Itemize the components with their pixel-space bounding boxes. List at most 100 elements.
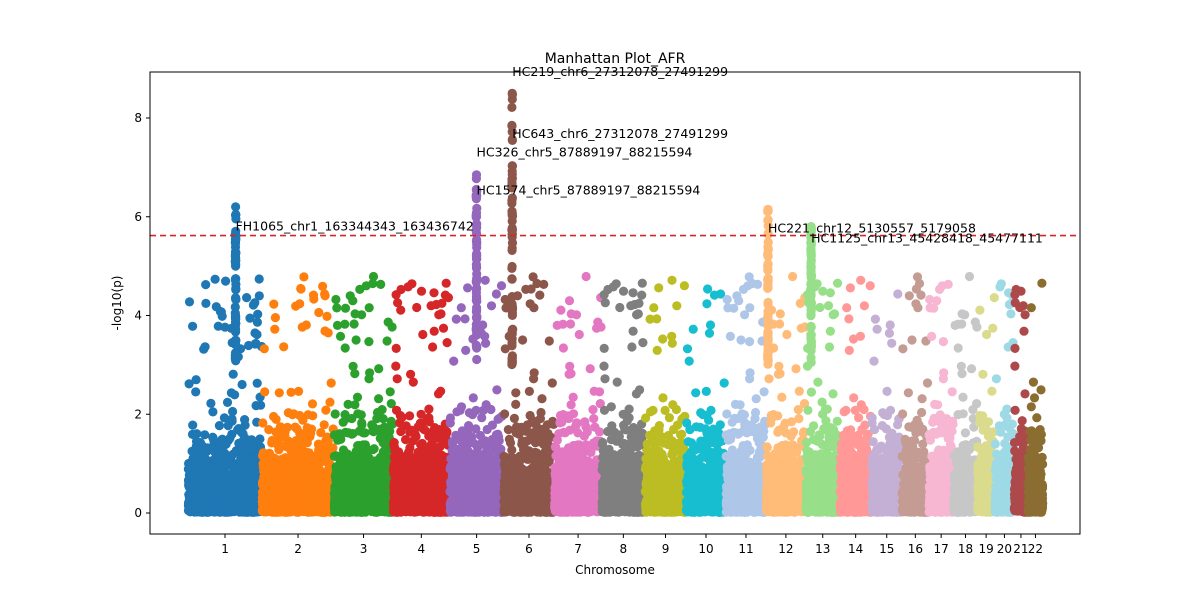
data-point bbox=[252, 437, 262, 447]
data-point bbox=[343, 453, 353, 464]
data-point bbox=[294, 386, 304, 396]
data-point bbox=[323, 328, 333, 338]
data-point bbox=[391, 361, 401, 371]
data-point bbox=[332, 320, 343, 330]
data-point bbox=[196, 455, 206, 465]
data-point bbox=[217, 489, 227, 499]
data-point bbox=[371, 505, 381, 515]
data-point bbox=[231, 284, 241, 294]
data-point bbox=[416, 286, 427, 296]
data-point bbox=[378, 414, 388, 424]
data-point bbox=[357, 418, 367, 428]
data-point bbox=[303, 426, 313, 436]
data-point bbox=[429, 288, 439, 298]
data-point bbox=[254, 291, 264, 301]
data-point bbox=[346, 504, 356, 514]
data-point bbox=[424, 404, 434, 414]
data-point bbox=[368, 271, 379, 282]
data-point bbox=[316, 505, 326, 515]
data-point bbox=[210, 274, 220, 284]
data-point bbox=[257, 487, 268, 497]
data-point bbox=[261, 479, 271, 489]
data-point bbox=[272, 505, 282, 515]
data-point bbox=[274, 432, 284, 442]
data-point bbox=[230, 311, 240, 321]
data-point bbox=[460, 314, 470, 324]
data-point bbox=[358, 441, 369, 451]
data-point bbox=[376, 279, 386, 289]
data-point bbox=[252, 378, 262, 388]
data-point bbox=[304, 488, 314, 498]
data-point bbox=[299, 497, 309, 507]
data-point bbox=[325, 397, 335, 407]
data-point bbox=[237, 379, 247, 390]
data-point bbox=[391, 405, 402, 415]
data-point bbox=[377, 405, 387, 415]
data-point bbox=[392, 507, 402, 517]
data-point bbox=[220, 478, 230, 488]
data-point bbox=[222, 397, 233, 407]
data-point bbox=[321, 477, 331, 487]
data-point bbox=[330, 409, 340, 419]
data-point bbox=[248, 300, 258, 310]
data-point bbox=[199, 466, 209, 476]
data-point bbox=[242, 293, 252, 303]
data-point bbox=[338, 417, 348, 427]
data-point bbox=[364, 303, 374, 313]
data-point bbox=[405, 411, 415, 421]
data-point bbox=[310, 453, 320, 463]
data-point bbox=[418, 504, 428, 514]
data-point bbox=[332, 303, 342, 313]
data-point bbox=[480, 275, 490, 285]
data-point bbox=[350, 309, 360, 319]
data-point bbox=[313, 439, 324, 449]
data-point bbox=[201, 298, 211, 308]
data-point bbox=[291, 436, 301, 446]
data-point bbox=[254, 274, 264, 284]
data-point bbox=[355, 465, 366, 475]
data-point bbox=[392, 374, 402, 384]
data-point bbox=[237, 428, 247, 438]
data-point bbox=[295, 299, 305, 309]
data-point bbox=[298, 415, 308, 425]
data-point bbox=[368, 422, 378, 432]
data-point bbox=[230, 275, 240, 285]
data-point bbox=[270, 324, 280, 334]
data-point bbox=[221, 276, 231, 286]
data-point bbox=[191, 375, 201, 385]
data-point bbox=[373, 459, 383, 470]
data-point bbox=[335, 331, 346, 341]
data-point bbox=[365, 368, 375, 378]
data-point bbox=[282, 422, 292, 432]
data-point bbox=[307, 506, 317, 516]
data-point bbox=[245, 313, 255, 323]
data-point bbox=[244, 454, 254, 464]
data-point bbox=[382, 336, 392, 346]
data-point bbox=[269, 299, 279, 309]
data-point bbox=[214, 421, 224, 431]
data-point bbox=[299, 272, 309, 282]
data-point bbox=[274, 388, 284, 398]
data-point bbox=[379, 422, 390, 432]
data-point bbox=[418, 329, 428, 340]
data-point bbox=[468, 393, 478, 403]
data-point bbox=[259, 344, 269, 354]
data-point bbox=[301, 320, 311, 330]
data-point bbox=[314, 307, 324, 318]
data-point bbox=[231, 354, 241, 364]
data-point bbox=[222, 501, 232, 511]
data-point bbox=[258, 459, 268, 469]
data-point bbox=[308, 290, 319, 300]
data-point bbox=[426, 442, 436, 452]
data-point bbox=[334, 429, 345, 439]
data-point bbox=[234, 438, 244, 448]
data-point bbox=[340, 303, 351, 313]
data-point bbox=[331, 451, 341, 461]
data-point bbox=[260, 387, 270, 397]
data-point bbox=[349, 319, 359, 329]
data-point bbox=[374, 364, 384, 374]
data-point bbox=[264, 425, 274, 435]
data-point bbox=[410, 430, 420, 440]
data-point bbox=[184, 462, 195, 472]
